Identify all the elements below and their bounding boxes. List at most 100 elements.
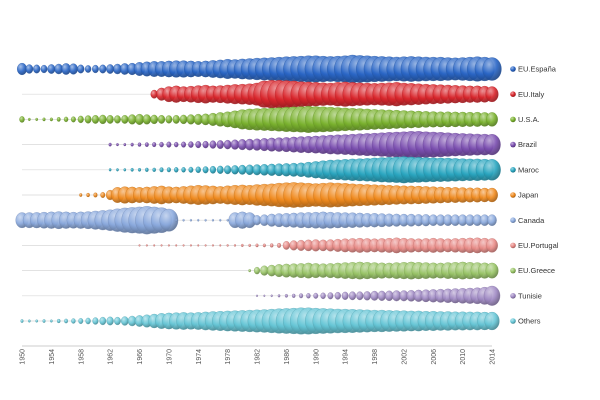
data-bubble <box>68 63 78 75</box>
legend-label: Japan <box>518 191 538 200</box>
data-bubble <box>313 292 319 299</box>
data-bubble <box>106 64 115 74</box>
data-bubble <box>277 294 281 298</box>
data-bubble <box>211 218 215 222</box>
series-5 <box>79 182 498 208</box>
data-bubble <box>253 266 261 275</box>
data-bubble <box>255 243 259 248</box>
data-bubble <box>28 117 31 121</box>
data-bubble <box>334 292 341 300</box>
data-bubble <box>486 238 498 253</box>
data-bubble <box>299 293 304 299</box>
legend-label: EU.Italy <box>518 90 545 99</box>
data-bubble <box>77 64 85 74</box>
legend-marker <box>510 141 516 148</box>
data-bubble <box>160 244 163 247</box>
series-3 <box>108 131 501 159</box>
data-bubble <box>93 192 98 198</box>
data-bubble <box>223 139 232 150</box>
series-0 <box>17 54 502 84</box>
x-tick-label: 1966 <box>137 349 144 365</box>
data-bubble <box>99 316 107 326</box>
data-bubble <box>91 115 100 124</box>
data-bubble <box>291 293 296 298</box>
data-bubble <box>20 319 24 323</box>
x-tick-label: 1970 <box>166 349 173 365</box>
data-bubble <box>127 114 137 125</box>
data-bubble <box>86 192 90 198</box>
data-bubble <box>224 165 232 175</box>
x-tick-label: 1954 <box>49 349 56 365</box>
data-bubble <box>270 294 273 298</box>
legend-marker <box>510 267 516 274</box>
data-bubble <box>219 218 222 222</box>
legend-label: Others <box>518 317 541 326</box>
data-bubble <box>165 115 173 124</box>
data-bubble <box>166 167 171 173</box>
legend-marker <box>510 167 516 173</box>
data-bubble <box>85 317 91 325</box>
data-bubble <box>33 64 41 74</box>
data-bubble <box>106 115 114 124</box>
data-bubble <box>99 64 107 74</box>
data-bubble <box>145 167 149 172</box>
legend-label: Maroc <box>518 165 539 174</box>
data-bubble <box>482 57 502 81</box>
legend-label: EU.Greece <box>518 266 555 275</box>
data-bubble <box>153 244 156 247</box>
data-bubble <box>144 142 149 147</box>
data-bubble <box>47 64 56 74</box>
data-bubble <box>226 244 229 247</box>
data-bubble <box>114 115 121 124</box>
data-bubble <box>189 218 192 222</box>
bubble-series <box>15 54 502 335</box>
data-bubble <box>174 167 179 173</box>
data-bubble <box>100 192 106 198</box>
data-bubble <box>483 159 501 181</box>
data-bubble <box>35 319 38 323</box>
data-bubble <box>189 244 192 247</box>
data-bubble <box>159 141 164 148</box>
data-bubble <box>175 218 178 222</box>
data-bubble <box>106 316 114 326</box>
data-bubble <box>202 166 209 174</box>
data-bubble <box>231 165 239 175</box>
data-bubble <box>121 115 129 124</box>
data-bubble <box>152 142 157 147</box>
data-bubble <box>241 243 244 247</box>
data-bubble <box>166 141 172 148</box>
x-tick-label: 1974 <box>196 349 203 365</box>
data-bubble <box>487 214 497 226</box>
data-bubble <box>269 243 274 248</box>
data-bubble <box>195 166 201 174</box>
legend-marker <box>510 293 516 299</box>
data-bubble <box>216 165 224 174</box>
data-bubble <box>356 291 364 301</box>
legend-label: U.S.A. <box>518 115 540 124</box>
data-bubble <box>233 244 237 247</box>
data-bubble <box>116 168 119 172</box>
legend-marker <box>510 242 516 249</box>
data-bubble <box>134 113 145 125</box>
data-bubble <box>64 318 68 324</box>
data-bubble <box>116 143 119 147</box>
data-bubble <box>256 294 258 297</box>
x-tick-label: 1990 <box>313 349 320 365</box>
series-1 <box>150 80 499 109</box>
data-bubble <box>211 244 214 247</box>
data-bubble <box>486 112 498 127</box>
data-bubble <box>78 318 84 324</box>
data-bubble <box>284 293 288 298</box>
data-bubble <box>485 262 499 279</box>
data-bubble <box>159 208 179 232</box>
x-tick-label: 2006 <box>431 349 438 365</box>
data-bubble <box>484 311 500 331</box>
data-bubble <box>179 114 188 125</box>
legend-label: Brazil <box>518 140 537 149</box>
data-bubble <box>159 167 164 173</box>
data-bubble <box>182 218 185 222</box>
data-bubble <box>202 140 209 149</box>
data-bubble <box>230 139 240 150</box>
